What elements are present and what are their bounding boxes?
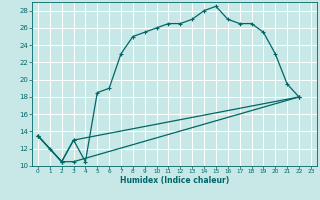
X-axis label: Humidex (Indice chaleur): Humidex (Indice chaleur) (120, 176, 229, 185)
